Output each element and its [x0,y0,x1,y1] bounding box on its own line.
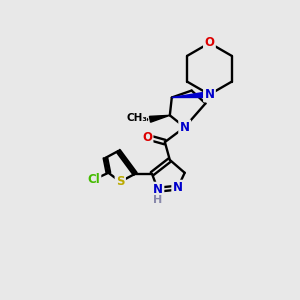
Text: N: N [153,183,163,196]
Polygon shape [149,115,170,122]
Text: O: O [204,37,214,50]
Text: H: H [153,194,163,205]
Text: N: N [173,181,183,194]
Polygon shape [172,92,210,98]
Text: N: N [180,121,190,134]
Text: Cl: Cl [87,173,100,186]
Text: N: N [204,88,214,101]
Text: O: O [142,130,152,144]
Text: CH₃: CH₃ [126,113,147,123]
Text: S: S [116,175,124,188]
